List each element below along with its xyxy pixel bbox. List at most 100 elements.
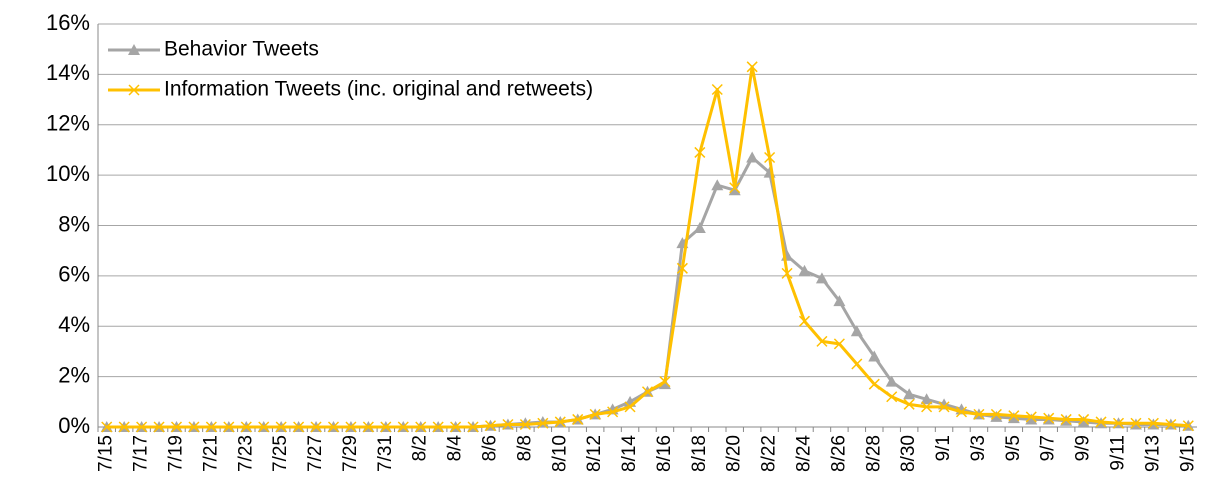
point-marker [798,315,811,327]
x-tick-label: 8/30 [898,435,919,472]
point-marker [519,418,531,431]
x-tick-label: 8/14 [619,435,640,472]
point-marker [275,421,287,433]
x-tick-label: 8/22 [759,435,780,472]
point-marker [397,421,409,433]
x-tick-label: 8/16 [654,435,675,472]
point-marker [345,421,357,433]
y-tick-label: 2% [58,362,90,387]
point-marker [1078,413,1090,425]
legend-label: Information Tweets (inc. original and re… [164,78,593,101]
point-marker [258,421,270,433]
x-tick-label: 8/12 [584,435,605,472]
x-tick-label: 9/5 [1003,435,1024,461]
point-marker [693,222,706,234]
x-tick-label: 8/10 [549,435,570,472]
point-marker [868,350,881,362]
point-marker [170,421,183,433]
point-marker [136,421,148,433]
point-marker [676,262,688,274]
point-marker [415,421,427,433]
point-marker [885,375,898,387]
point-marker [921,401,933,413]
point-marker [1007,412,1020,424]
y-tick-label: 14% [46,60,90,85]
point-marker [1130,417,1142,429]
y-tick-label: 12% [46,111,90,136]
point-marker [1060,413,1072,425]
point-marker [764,151,776,164]
point-marker [572,413,584,425]
point-marker [537,417,549,429]
legend-marker [128,44,140,55]
point-marker [118,421,130,433]
point-marker [554,416,566,428]
point-marker [694,146,706,158]
x-tick-label: 7/19 [166,435,187,472]
point-marker [310,421,322,433]
point-marker [607,406,619,418]
point-marker [746,151,759,163]
point-marker [728,184,741,196]
point-marker [816,335,828,347]
y-tick-label: 8% [58,211,90,236]
x-tick-label: 8/4 [445,435,466,462]
x-tick-label: 8/8 [514,435,535,461]
point-marker [1025,413,1038,425]
x-tick-label: 7/17 [131,435,152,472]
x-tick-label: 7/29 [340,435,361,472]
point-marker [973,408,985,420]
point-marker [990,410,1003,422]
x-tick-label: 9/13 [1142,435,1163,472]
point-marker [798,264,811,276]
point-marker [955,406,968,418]
y-tick-label: 4% [58,312,90,337]
point-marker [658,378,671,390]
y-tick-label: 16% [46,10,90,35]
x-tick-label: 9/15 [1177,435,1198,472]
point-marker [920,393,933,405]
x-tick-label: 8/18 [689,435,710,472]
point-marker [781,267,793,279]
point-marker [484,420,497,432]
point-marker [153,421,165,433]
x-tick-label: 7/27 [305,435,326,472]
point-marker [711,83,723,96]
y-tick-label: 10% [46,161,90,186]
point-marker [815,272,828,284]
point-marker [990,408,1002,420]
point-marker [293,421,305,433]
point-marker [1182,420,1194,432]
legend-label: Behavior Tweets [164,38,319,61]
x-tick-label: 8/2 [410,435,431,461]
point-marker [729,182,741,194]
point-marker [223,421,235,433]
point-marker [589,408,601,420]
point-marker [432,421,444,433]
x-tick-label: 8/20 [724,435,745,472]
x-tick-label: 7/23 [235,435,256,472]
x-tick-label: 9/9 [1073,435,1094,461]
point-marker [380,421,392,433]
point-marker [362,421,374,433]
point-marker [624,401,636,413]
point-marker [868,378,880,390]
point-marker [1077,415,1090,427]
point-marker [1165,418,1177,431]
point-marker [641,386,654,398]
point-marker [938,401,950,413]
point-marker [240,421,252,433]
x-tick-label: 7/31 [375,435,396,472]
point-marker [903,388,916,400]
x-tick-label: 8/6 [480,435,501,461]
point-marker [502,418,514,431]
x-tick-label: 9/3 [968,435,989,461]
x-tick-label: 8/28 [863,435,884,472]
point-marker [205,421,217,433]
x-tick-label: 9/11 [1108,435,1129,471]
point-marker [746,61,758,73]
point-marker [327,421,340,433]
point-marker [1095,416,1107,428]
point-marker [467,421,479,433]
